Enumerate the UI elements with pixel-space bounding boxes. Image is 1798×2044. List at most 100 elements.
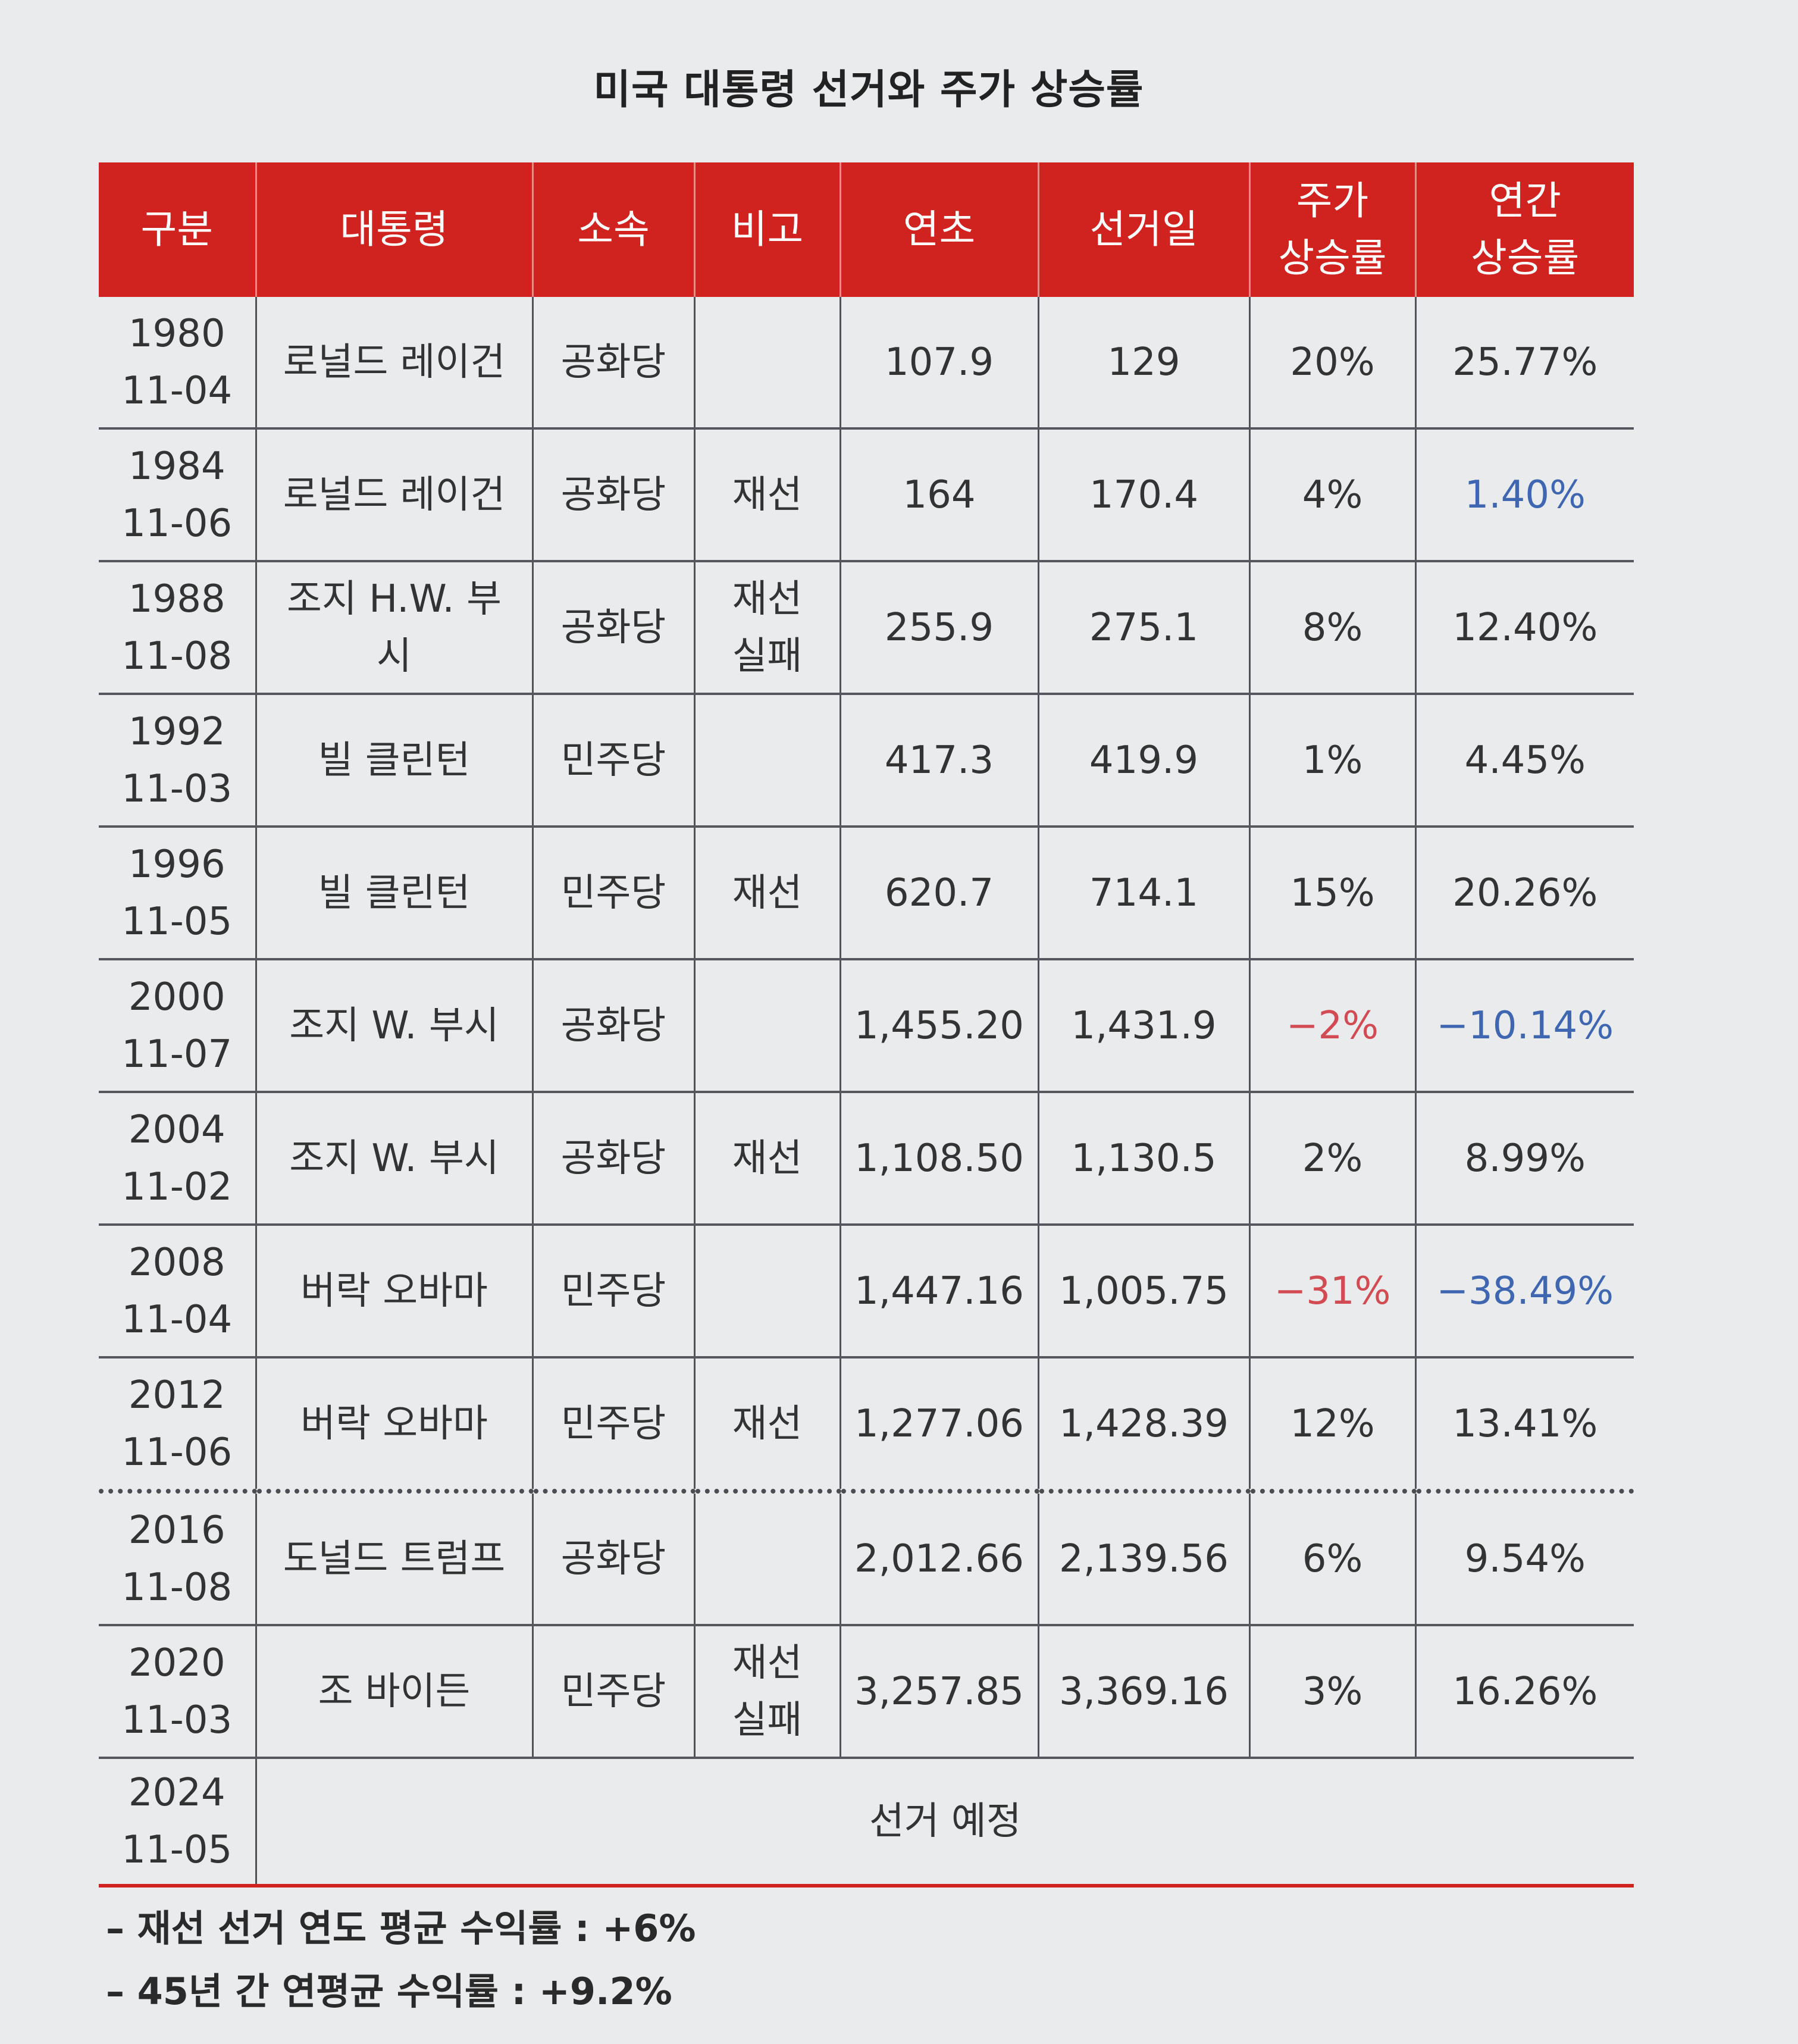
note-cell: 재선 xyxy=(693,1092,840,1226)
annual-rise-cell: 25.77% xyxy=(1414,297,1634,430)
table-row: 2000 11-07 조지 W. 부시 공화당 1,455.20 1,431.9 −2% −1… xyxy=(99,959,1634,1093)
date-cell: 2012 11-06 xyxy=(99,1357,256,1494)
annual-rise-cell: 12.40% xyxy=(1414,561,1634,695)
table-row: 1980 11-04 로널드 레이건 공화당 107.9 129 20% 25.77% xyxy=(99,297,1634,430)
year-start-cell: 2,012.66 xyxy=(839,1491,1038,1626)
party-cell: 민주당 xyxy=(531,694,694,828)
header-category: 구분 xyxy=(99,162,256,297)
president-cell: 로널드 레이건 xyxy=(255,297,532,430)
year-start-cell: 1,455.20 xyxy=(839,959,1038,1093)
president-cell: 로널드 레이건 xyxy=(255,428,532,562)
scheduled-election-cell: 선거 예정 xyxy=(255,1758,1634,1888)
party-cell: 공화당 xyxy=(531,1491,694,1626)
date-cell: 2024 11-05 xyxy=(99,1758,256,1888)
note-cell xyxy=(693,1225,840,1359)
stock-rise-cell: 2% xyxy=(1248,1092,1415,1226)
election-day-cell: 1,431.9 xyxy=(1037,959,1249,1093)
stock-rise-cell: 4% xyxy=(1248,428,1415,562)
date-cell: 2008 11-04 xyxy=(99,1225,256,1359)
note-cell: 재선 xyxy=(693,428,840,562)
election-day-cell: 714.1 xyxy=(1037,827,1249,960)
table-row: 1996 11-05 빌 클린턴 민주당 재선 620.7 714.1 15% 20.26% xyxy=(99,827,1634,960)
date-cell: 2016 11-08 xyxy=(99,1491,256,1626)
year-start-cell: 3,257.85 xyxy=(839,1625,1038,1759)
stock-rise-cell: 1% xyxy=(1248,694,1415,828)
table-row: 1988 11-08 조지 H.W. 부 시 공화당 재선 실패 255.9 275.1 8% 12… xyxy=(99,561,1634,695)
stock-rise-cell: −31% xyxy=(1248,1225,1415,1359)
header-president: 대통령 xyxy=(255,162,532,297)
party-cell: 공화당 xyxy=(531,297,694,430)
note-cell: 재선 실패 xyxy=(693,1625,840,1759)
stock-rise-cell: 20% xyxy=(1248,297,1415,430)
header-year-start: 연초 xyxy=(839,162,1038,297)
party-cell: 민주당 xyxy=(531,827,694,960)
date-cell: 1988 11-08 xyxy=(99,561,256,695)
annual-rise-cell: −38.49% xyxy=(1414,1225,1634,1359)
stock-rise-cell: 8% xyxy=(1248,561,1415,695)
annual-rise-cell: 20.26% xyxy=(1414,827,1634,960)
year-start-cell: 164 xyxy=(839,428,1038,562)
annual-rise-cell: −10.14% xyxy=(1414,959,1634,1093)
election-day-cell: 3,369.16 xyxy=(1037,1625,1249,1759)
year-start-cell: 620.7 xyxy=(839,827,1038,960)
stock-rise-cell: 6% xyxy=(1248,1491,1415,1626)
election-day-cell: 1,005.75 xyxy=(1037,1225,1249,1359)
year-start-cell: 1,277.06 xyxy=(839,1357,1038,1494)
election-day-cell: 275.1 xyxy=(1037,561,1249,695)
note-cell xyxy=(693,694,840,828)
header-annual-rise: 연간 상승률 xyxy=(1414,162,1634,297)
president-cell: 조지 W. 부시 xyxy=(255,1092,532,1226)
president-cell: 버락 오바마 xyxy=(255,1357,532,1494)
president-cell: 빌 클린턴 xyxy=(255,827,532,960)
note-cell xyxy=(693,1491,840,1626)
table-row: 2016 11-08 도널드 트럼프 공화당 2,012.66 2,139.56 6% 9.5… xyxy=(99,1491,1634,1626)
footnote-45-year-average: – 45년 간 연평균 수익률 : +9.2% xyxy=(106,1970,672,2013)
party-cell: 민주당 xyxy=(531,1625,694,1759)
date-cell: 2020 11-03 xyxy=(99,1625,256,1759)
annual-rise-cell: 9.54% xyxy=(1414,1491,1634,1626)
president-cell: 조지 W. 부시 xyxy=(255,959,532,1093)
header-note: 비고 xyxy=(693,162,840,297)
table-row: 1992 11-03 빌 클린턴 민주당 417.3 419.9 1% 4.45% xyxy=(99,694,1634,828)
date-cell: 1996 11-05 xyxy=(99,827,256,960)
date-cell: 1984 11-06 xyxy=(99,428,256,562)
header-election-day: 선거일 xyxy=(1037,162,1249,297)
table-row: 2004 11-02 조지 W. 부시 공화당 재선 1,108.50 1,130.5 2% 8… xyxy=(99,1092,1634,1226)
year-start-cell: 1,108.50 xyxy=(839,1092,1038,1226)
year-start-cell: 417.3 xyxy=(839,694,1038,828)
year-start-cell: 1,447.16 xyxy=(839,1225,1038,1359)
table-row: 2008 11-04 버락 오바마 민주당 1,447.16 1,005.75 −31% −3… xyxy=(99,1225,1634,1359)
year-start-cell: 107.9 xyxy=(839,297,1038,430)
party-cell: 공화당 xyxy=(531,1092,694,1226)
footnote-reelection-average: – 재선 선거 연도 평균 수익률 : +6% xyxy=(106,1907,696,1950)
year-start-cell: 255.9 xyxy=(839,561,1038,695)
annual-rise-cell: 4.45% xyxy=(1414,694,1634,828)
party-cell: 민주당 xyxy=(531,1225,694,1359)
note-cell: 재선 xyxy=(693,1357,840,1494)
note-cell xyxy=(693,297,840,430)
election-day-cell: 2,139.56 xyxy=(1037,1491,1249,1626)
party-cell: 공화당 xyxy=(531,561,694,695)
stock-rise-cell: 15% xyxy=(1248,827,1415,960)
election-day-cell: 419.9 xyxy=(1037,694,1249,828)
annual-rise-cell: 13.41% xyxy=(1414,1357,1634,1494)
election-day-cell: 1,428.39 xyxy=(1037,1357,1249,1494)
table-header-row: 구분 대통령 소속 비고 연초 선거일 주가 상승률 연간 상승률 xyxy=(99,162,1634,297)
annual-rise-cell: 8.99% xyxy=(1414,1092,1634,1226)
table-row: 1984 11-06 로널드 레이건 공화당 재선 164 170.4 4% 1.40% xyxy=(99,428,1634,562)
election-stock-table: 구분 대통령 소속 비고 연초 선거일 주가 상승률 연간 상승률 1980 11-0… xyxy=(99,162,1634,1888)
stock-rise-cell: 3% xyxy=(1248,1625,1415,1759)
note-cell: 재선 실패 xyxy=(693,561,840,695)
note-cell xyxy=(693,959,840,1093)
note-cell: 재선 xyxy=(693,827,840,960)
page-title: 미국 대통령 선거와 주가 상승률 xyxy=(593,67,1144,114)
election-day-cell: 129 xyxy=(1037,297,1249,430)
president-cell: 버락 오바마 xyxy=(255,1225,532,1359)
party-cell: 민주당 xyxy=(531,1357,694,1494)
stock-rise-cell: 12% xyxy=(1248,1357,1415,1494)
election-day-cell: 170.4 xyxy=(1037,428,1249,562)
annual-rise-cell: 16.26% xyxy=(1414,1625,1634,1759)
party-cell: 공화당 xyxy=(531,428,694,562)
date-cell: 1980 11-04 xyxy=(99,297,256,430)
